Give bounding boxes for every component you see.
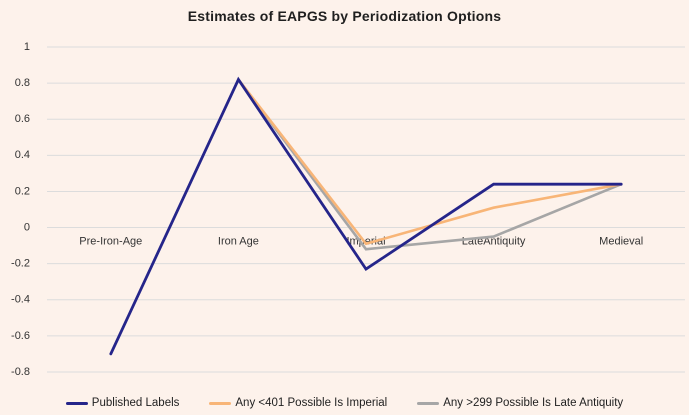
- legend-label-1: Any <401 Possible Is Imperial: [235, 397, 388, 409]
- legend-item-0: Published Labels: [65, 397, 180, 409]
- legend-item-2: Any >299 Possible Is Late Antiquity: [417, 397, 623, 409]
- xcategory-label-0: Pre-Iron-Age: [79, 236, 142, 248]
- legend-item-1: Any <401 Possible Is Imperial: [209, 397, 387, 409]
- series-line-1: [237, 78, 623, 246]
- ytick-label--0.4: -0.4: [11, 294, 30, 306]
- ytick-label-0.2: 0.2: [15, 185, 30, 197]
- chart-legend: Published Labels Any <401 Possible Is Imp…: [0, 397, 689, 409]
- ytick-label-1: 1: [24, 41, 30, 53]
- ytick-label-0.4: 0.4: [15, 149, 30, 161]
- legend-swatch-2: [417, 401, 440, 405]
- chart-title: Estimates of EAPGS by Periodization Opti…: [187, 8, 502, 24]
- ytick-label-0.8: 0.8: [15, 77, 30, 89]
- ytick-label--0.8: -0.8: [11, 366, 30, 378]
- ytick-label--0.6: -0.6: [11, 330, 30, 342]
- legend-label-0: Published Labels: [91, 397, 180, 409]
- series-line-0: [109, 76, 623, 356]
- xcategory-label-4: Medieval: [599, 236, 643, 248]
- ytick-label--0.2: -0.2: [11, 258, 30, 270]
- xcategory-label-1: Iron Age: [218, 236, 259, 248]
- ytick-label-0.6: 0.6: [15, 113, 30, 125]
- legend-swatch-1: [209, 401, 232, 405]
- legend-swatch-0: [65, 401, 88, 405]
- series-line-2: [237, 78, 623, 251]
- legend-label-2: Any >299 Possible Is Late Antiquity: [443, 397, 624, 409]
- xcategory-label-2: Imperial: [346, 236, 385, 248]
- ytick-label-0: 0: [24, 221, 30, 233]
